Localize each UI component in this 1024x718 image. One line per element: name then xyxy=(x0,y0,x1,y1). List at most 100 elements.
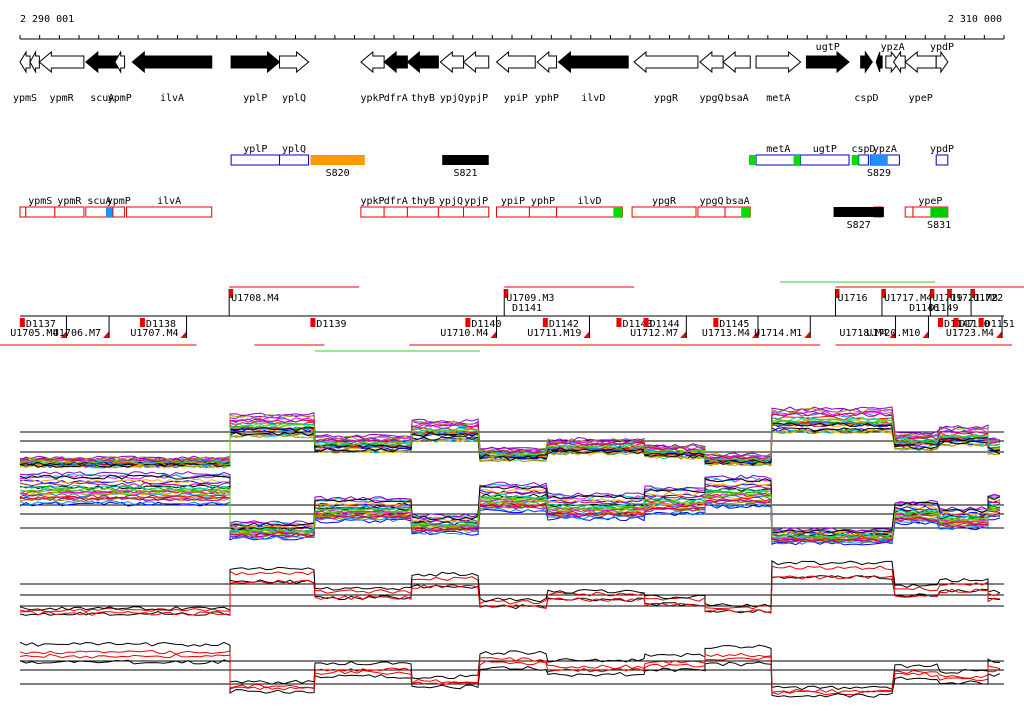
gene-label-thyB: thyB xyxy=(411,93,435,104)
operon-label-ilvA: ilvA xyxy=(157,196,181,207)
feature-label-S829: S829 xyxy=(867,168,891,179)
expression-profile xyxy=(19,485,1001,539)
gene-arrow-cspD xyxy=(860,50,873,74)
gene-label-metA: metA xyxy=(766,93,790,104)
operon-box-ypmR xyxy=(54,206,85,218)
operon-label-bsaA: bsaA xyxy=(726,196,750,207)
tu-label-down: D1137 xyxy=(26,319,56,330)
operon-box-ilvA xyxy=(126,206,213,218)
gene-label-ypzA: ypzA xyxy=(881,42,905,53)
tu-end-marker xyxy=(751,331,758,338)
gene-arrow-ypgQ xyxy=(699,50,724,74)
feature-label-S827: S827 xyxy=(847,220,871,231)
expression-profile xyxy=(19,496,1001,544)
operon-label-ypdP: ypdP xyxy=(930,144,954,155)
gene-label-ypiP: ypiP xyxy=(504,93,528,104)
feature-block-S820 xyxy=(310,155,365,165)
tu-start-marker xyxy=(835,289,840,298)
operon-box-thyB xyxy=(406,206,439,218)
tu-label-down: D1151 xyxy=(985,319,1015,330)
expression-profile xyxy=(19,474,1001,534)
transcription-unit-track: U1708.M4U1709.M3U1716U1717.M4U1719U1721.… xyxy=(0,281,1024,352)
operon-box-dfrA xyxy=(383,206,408,218)
gene-arrow-ypzA xyxy=(885,50,901,74)
downstream-marker xyxy=(713,318,719,327)
operon-label-ypmS: ypmS xyxy=(28,196,52,207)
operon-label-ypgQ: ypgQ xyxy=(699,196,723,207)
tu-label-down: U1707.M4 xyxy=(130,328,178,339)
operon-label-metA: metA xyxy=(766,144,790,155)
tu-label-down: U1705.M4 xyxy=(10,328,58,339)
tu-label-down: U1712.M7 xyxy=(630,328,678,339)
expression-profile xyxy=(19,659,1001,698)
expression-profile xyxy=(19,495,1000,543)
operon-box-yplQ xyxy=(279,154,310,166)
expression-profile xyxy=(19,421,1001,466)
expression-profile xyxy=(19,484,1001,538)
gene-label-bsaA: bsaA xyxy=(725,93,749,104)
promoter-marker xyxy=(851,155,859,165)
tu-label-mid: D1146 xyxy=(909,303,939,314)
feature-label-S831: S831 xyxy=(927,220,951,231)
tu-label-down: U1706.M7 xyxy=(53,328,101,339)
tu-label-down: D1138 xyxy=(146,319,176,330)
tu-label-down: U1710.M4 xyxy=(440,328,488,339)
gene-label-yplQ: yplQ xyxy=(282,93,306,104)
expression-profile xyxy=(19,407,1001,462)
expression-profile xyxy=(19,416,1001,464)
operon-label-scuA: scuA xyxy=(87,196,111,207)
operon-label-thyB: thyB xyxy=(411,196,435,207)
operon-box-ugtP xyxy=(800,154,850,166)
gene-arrow-ypiP xyxy=(495,50,536,74)
gene-arrow-ypeP xyxy=(904,50,937,74)
tu-label-down: U1713.M4 xyxy=(702,328,750,339)
downstream-marker xyxy=(139,318,145,327)
downstream-marker xyxy=(310,318,316,327)
gene-label-ypmP: ypmP xyxy=(108,93,132,104)
feature-label-S821: S821 xyxy=(453,168,477,179)
tu-label-up: U1716 xyxy=(837,293,867,304)
gene-arrow-ypkP xyxy=(360,50,385,74)
tu-end-marker xyxy=(180,331,187,338)
expression-profile xyxy=(19,574,1001,616)
tu-end-marker xyxy=(996,331,1003,338)
tu-label-up: U1708.M4 xyxy=(231,293,279,304)
downstream-marker xyxy=(542,318,548,327)
operon-box-ypdP xyxy=(935,154,949,166)
gene-label-scuA: scuA xyxy=(90,93,114,104)
downstream-marker xyxy=(978,318,984,327)
downstream-marker xyxy=(616,318,622,327)
operon-label-cspD: cspD xyxy=(852,144,876,155)
operon-label-ypeP: ypeP xyxy=(918,196,942,207)
gene-arrow-ilvA xyxy=(131,50,213,74)
gene-label-ypjP: ypjP xyxy=(464,93,488,104)
operon-box-ypmP xyxy=(112,206,126,218)
operon-label-ypjP: ypjP xyxy=(464,196,488,207)
tu-label-down: D1150 xyxy=(960,319,990,330)
operon-label-yphP: yphP xyxy=(531,196,555,207)
tu-label-up: U1709.M3 xyxy=(506,293,554,304)
expression-profile xyxy=(19,653,1001,696)
gene-arrow-unnamed-24 xyxy=(892,50,906,74)
tu-end-marker xyxy=(103,331,110,338)
operon-label-ypgR: ypgR xyxy=(652,196,677,207)
gene-label-ugtP: ugtP xyxy=(816,42,840,53)
tu-end-marker xyxy=(490,331,497,338)
site-marker xyxy=(105,207,113,217)
tu-label-down: D1144 xyxy=(650,319,680,330)
operon-label-dfrA: dfrA xyxy=(384,196,408,207)
operon-box-unnamed-0 xyxy=(19,206,27,218)
tu-start-marker xyxy=(971,289,976,298)
tu-end-marker xyxy=(889,331,896,338)
gene-arrow-ilvD xyxy=(557,50,629,74)
feature-label-S820: S820 xyxy=(326,168,350,179)
expression-profile xyxy=(19,421,1001,466)
tu-end-marker xyxy=(804,331,811,338)
tu-label-down: D1143 xyxy=(622,319,652,330)
gene-arrow-ypmS xyxy=(19,50,31,74)
operon-label-yplQ: yplQ xyxy=(282,144,306,155)
gene-label-ilvA: ilvA xyxy=(160,93,184,104)
gene-label-ypdP: ypdP xyxy=(930,42,954,53)
operon-box-ilvD xyxy=(556,206,623,218)
gene-label-yphP: yphP xyxy=(535,93,559,104)
